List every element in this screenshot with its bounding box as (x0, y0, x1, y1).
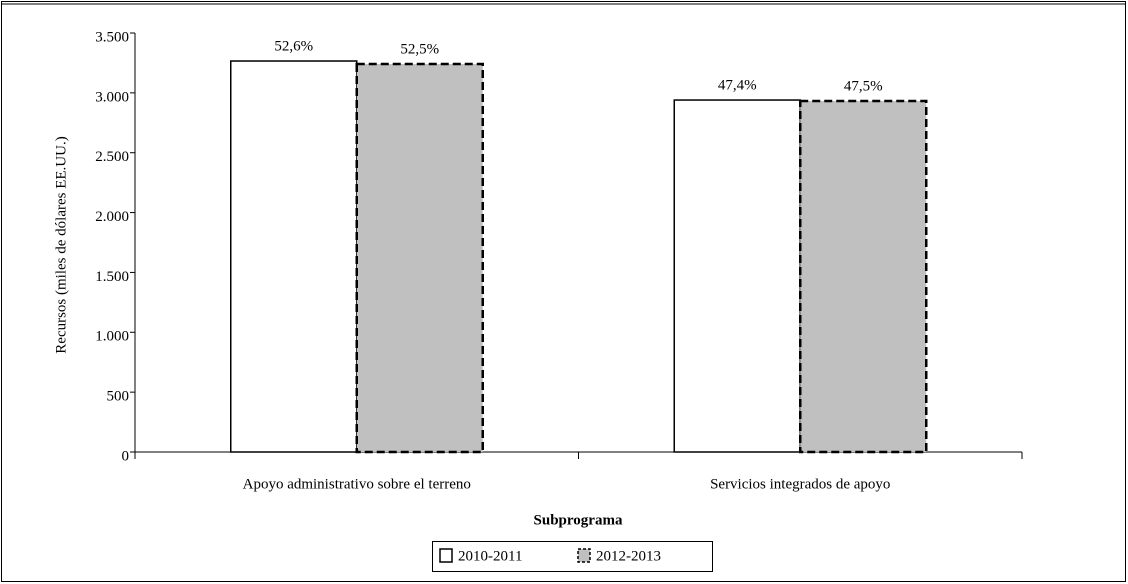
x-tick-label: Servicios integrados de apoyo (710, 476, 890, 492)
y-tick-label: 3.000 (95, 89, 129, 105)
legend-swatch (577, 548, 591, 563)
legend-swatch (439, 548, 453, 563)
y-tick-label: 1.500 (95, 269, 129, 285)
legend-label: 2010-2011 (458, 548, 522, 564)
y-axis-label: Recursos (miles de dólares EE.UU.) (53, 136, 69, 353)
x-axis-label: Subprograma (534, 512, 623, 528)
bar (673, 99, 801, 453)
bar (799, 99, 928, 454)
legend-label: 2012-2013 (596, 548, 661, 564)
y-tick-label: 2.000 (95, 209, 129, 225)
x-tick-label: Apoyo administrativo sobre el terreno (243, 476, 471, 492)
data-label: 52,6% (274, 38, 313, 54)
bar (230, 60, 358, 453)
bar (355, 62, 484, 454)
data-label: 47,4% (718, 77, 757, 93)
y-tick-label: 500 (107, 389, 130, 405)
y-tick-label: 3.500 (95, 29, 129, 45)
y-tick-label: 1.000 (95, 329, 129, 345)
data-label: 52,5% (400, 41, 439, 57)
y-tick-label: 2.500 (95, 149, 129, 165)
y-tick-label: 0 (122, 448, 130, 464)
legend-box (432, 541, 713, 572)
data-label: 47,5% (844, 78, 883, 94)
